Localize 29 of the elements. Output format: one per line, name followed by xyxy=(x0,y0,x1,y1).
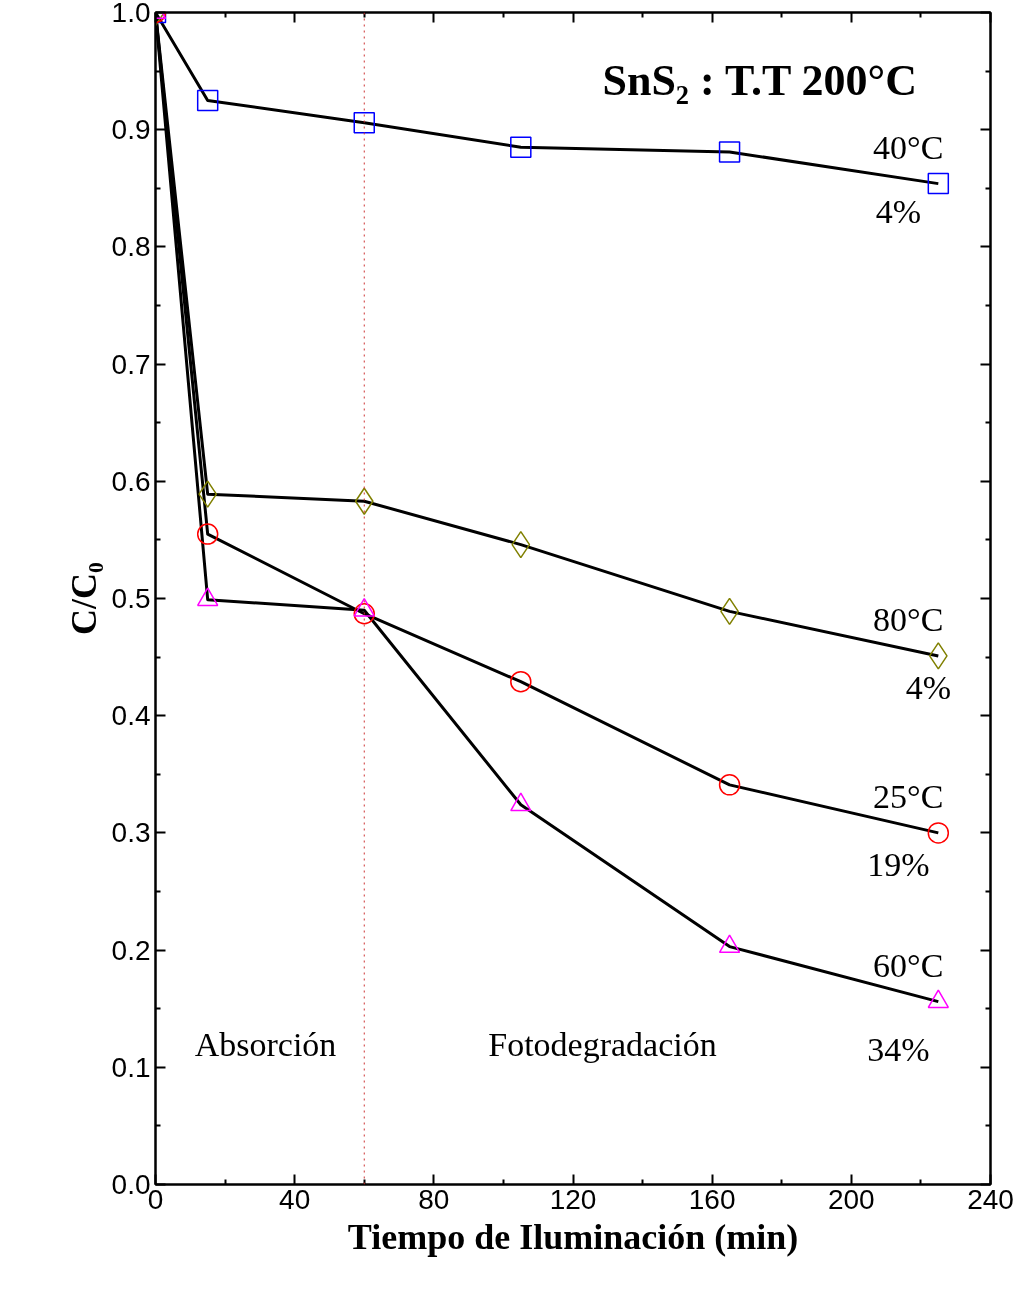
annotation: 4% xyxy=(875,193,921,231)
x-tick-label: 240 xyxy=(967,1183,1014,1215)
legend-label: 60°C xyxy=(873,946,944,984)
y-tick-label: 0.7 xyxy=(111,348,151,380)
legend-label: 25°C xyxy=(873,777,944,815)
x-tick-label: 80 xyxy=(418,1183,450,1215)
annotation: 34% xyxy=(867,1031,930,1069)
y-tick-label: 0.8 xyxy=(111,231,151,263)
x-tick-label: 40 xyxy=(279,1183,311,1215)
annotation: 19% xyxy=(867,846,930,884)
x-tick-label: 160 xyxy=(688,1183,736,1215)
y-tick-label: 0.6 xyxy=(111,465,151,497)
y-tick-label: 1.0 xyxy=(111,0,151,28)
x-tick-label: 200 xyxy=(827,1183,875,1215)
x-axis-title: Tiempo de Iluminación (min) xyxy=(347,1216,799,1257)
y-axis-title: C/C₀ xyxy=(63,562,104,635)
y-tick-label: 0.1 xyxy=(111,1051,151,1083)
y-tick-label: 0.2 xyxy=(111,934,151,966)
y-tick-label: 0.5 xyxy=(111,583,151,614)
text: SnS₂ : T.T 200°C xyxy=(602,55,917,105)
legend-label: 40°C xyxy=(873,128,944,166)
annotation: Fotodegradación xyxy=(488,1026,717,1063)
y-tick-label: 0.9 xyxy=(111,114,151,146)
x-tick-label: 120 xyxy=(549,1183,597,1215)
annotation: 4% xyxy=(905,669,951,707)
y-tick-label: 0.4 xyxy=(111,700,151,732)
annotation: Absorción xyxy=(194,1026,337,1063)
legend-label: 80°C xyxy=(873,600,944,638)
y-tick-label: 0.3 xyxy=(111,817,151,849)
